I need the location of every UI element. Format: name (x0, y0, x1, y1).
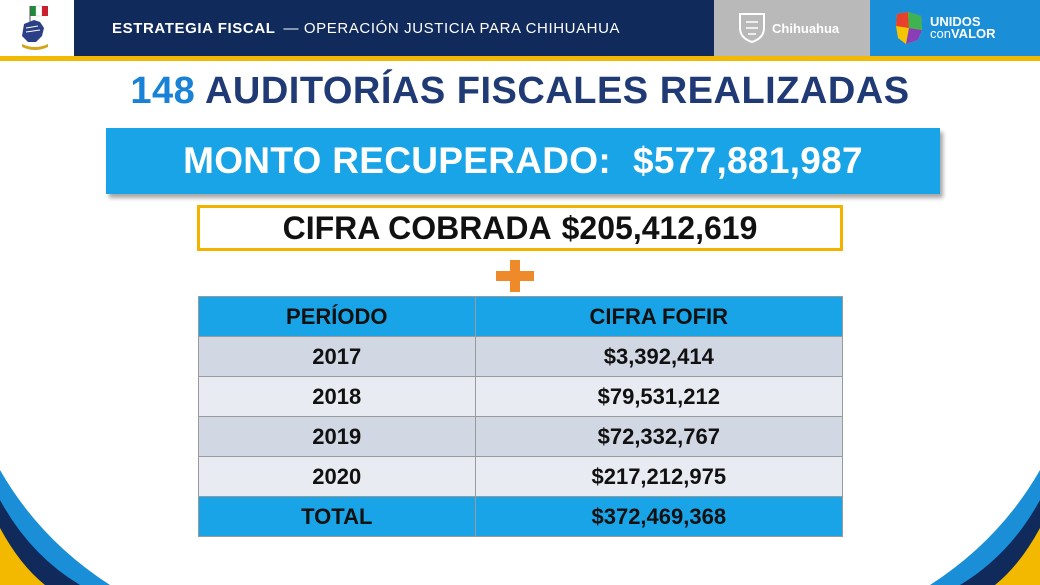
cell-periodo: 2017 (198, 336, 476, 377)
unidos-text: UNIDOS conVALOR (930, 14, 996, 41)
cell-total-value: $372,469,368 (474, 496, 844, 537)
table-header-row: PERÍODO CIFRA FOFIR (198, 296, 844, 337)
plus-icon (496, 260, 534, 292)
cell-cifra: $3,392,414 (474, 336, 844, 377)
page-title: 148 AUDITORÍAS FISCALES REALIZADAS (0, 70, 1040, 113)
audit-count: 148 (130, 70, 196, 112)
government-logo (0, 0, 74, 56)
collected-amount-box: CIFRA COBRADA $205,412,619 (197, 205, 843, 251)
banner-title: ESTRATEGIA FISCAL (112, 19, 276, 37)
column-header-periodo: PERÍODO (198, 296, 476, 337)
unidos-line-1: UNIDOS (930, 14, 981, 29)
banner-subtitle: — OPERACIÓN JUSTICIA PARA CHIHUAHUA (283, 19, 621, 37)
header-banner: ESTRATEGIA FISCAL — OPERACIÓN JUSTICIA P… (74, 0, 714, 56)
table-row: 2019 $72,332,767 (198, 416, 844, 457)
cell-periodo: 2018 (198, 376, 476, 417)
fist-flag-icon (22, 5, 48, 50)
recovered-amount-value: $577,881,987 (632, 140, 863, 181)
chihuahua-logo: Chihuahua (714, 0, 870, 56)
table-total-row: TOTAL $372,469,368 (198, 496, 844, 537)
cell-periodo: 2019 (198, 416, 476, 457)
title-text: AUDITORÍAS FISCALES REALIZADAS (204, 70, 910, 112)
header: ESTRATEGIA FISCAL — OPERACIÓN JUSTICIA P… (0, 0, 1040, 56)
chihuahua-label: Chihuahua (772, 20, 840, 36)
unidos-line-2: conVALOR (930, 26, 996, 41)
unidos-con: con (930, 26, 951, 41)
fofir-table: PERÍODO CIFRA FOFIR 2017 $3,392,414 2018… (198, 296, 844, 537)
unidos-con-valor-logo: UNIDOS conVALOR (870, 0, 1040, 56)
cell-periodo: 2020 (198, 456, 476, 497)
state-map-icon (896, 12, 922, 44)
header-divider (0, 56, 1040, 61)
unidos-valor: VALOR (950, 26, 996, 41)
table-row: 2018 $79,531,212 (198, 376, 844, 417)
cell-cifra: $72,332,767 (474, 416, 844, 457)
recovered-amount-label: MONTO RECUPERADO: (183, 140, 611, 181)
cell-cifra: $217,212,975 (474, 456, 844, 497)
collected-amount-label: CIFRA COBRADA (282, 209, 552, 246)
table-row: 2017 $3,392,414 (198, 336, 844, 377)
recovered-amount-banner: MONTO RECUPERADO: $577,881,987 (106, 128, 940, 194)
table-row: 2020 $217,212,975 (198, 456, 844, 497)
collected-amount-value: $205,412,619 (561, 209, 758, 246)
column-header-cifra: CIFRA FOFIR (474, 296, 844, 337)
cell-cifra: $79,531,212 (474, 376, 844, 417)
shield-icon (739, 13, 765, 44)
cell-total-label: TOTAL (198, 496, 476, 537)
